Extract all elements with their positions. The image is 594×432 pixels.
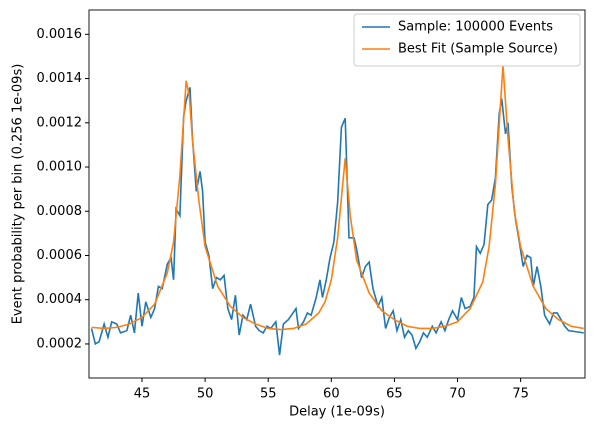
x-tick-label: 50 xyxy=(197,387,214,402)
series-line xyxy=(90,87,584,356)
legend-box xyxy=(353,13,581,67)
y-tick-label: 0.0004 xyxy=(37,292,83,307)
x-tick-label: 75 xyxy=(512,387,529,402)
y-axis-label: Event probability per bin (0.256 1e-09s) xyxy=(11,64,26,325)
x-tick-label: 60 xyxy=(323,387,340,402)
y-tick-label: 0.0014 xyxy=(37,71,83,86)
legend-label: Sample: 100000 Events xyxy=(398,20,553,35)
plot-lines xyxy=(90,65,584,356)
x-tick-label: 55 xyxy=(260,387,277,402)
y-tick-label: 0.0012 xyxy=(37,115,83,130)
x-tick-label: 65 xyxy=(386,387,403,402)
plot-frame xyxy=(88,9,586,379)
y-tick-label: 0.0008 xyxy=(37,204,83,219)
y-tick-label: 0.0006 xyxy=(37,248,83,263)
x-tick-label: 45 xyxy=(134,387,151,402)
y-tick-label: 0.0016 xyxy=(37,27,83,42)
y-tick-label: 0.0010 xyxy=(37,160,83,175)
x-tick-label: 70 xyxy=(449,387,466,402)
y-tick-label: 0.0002 xyxy=(37,336,83,351)
x-axis-label: Delay (1e-09s) xyxy=(289,405,385,420)
series-line xyxy=(91,65,584,331)
legend-label: Best Fit (Sample Source) xyxy=(398,42,558,57)
